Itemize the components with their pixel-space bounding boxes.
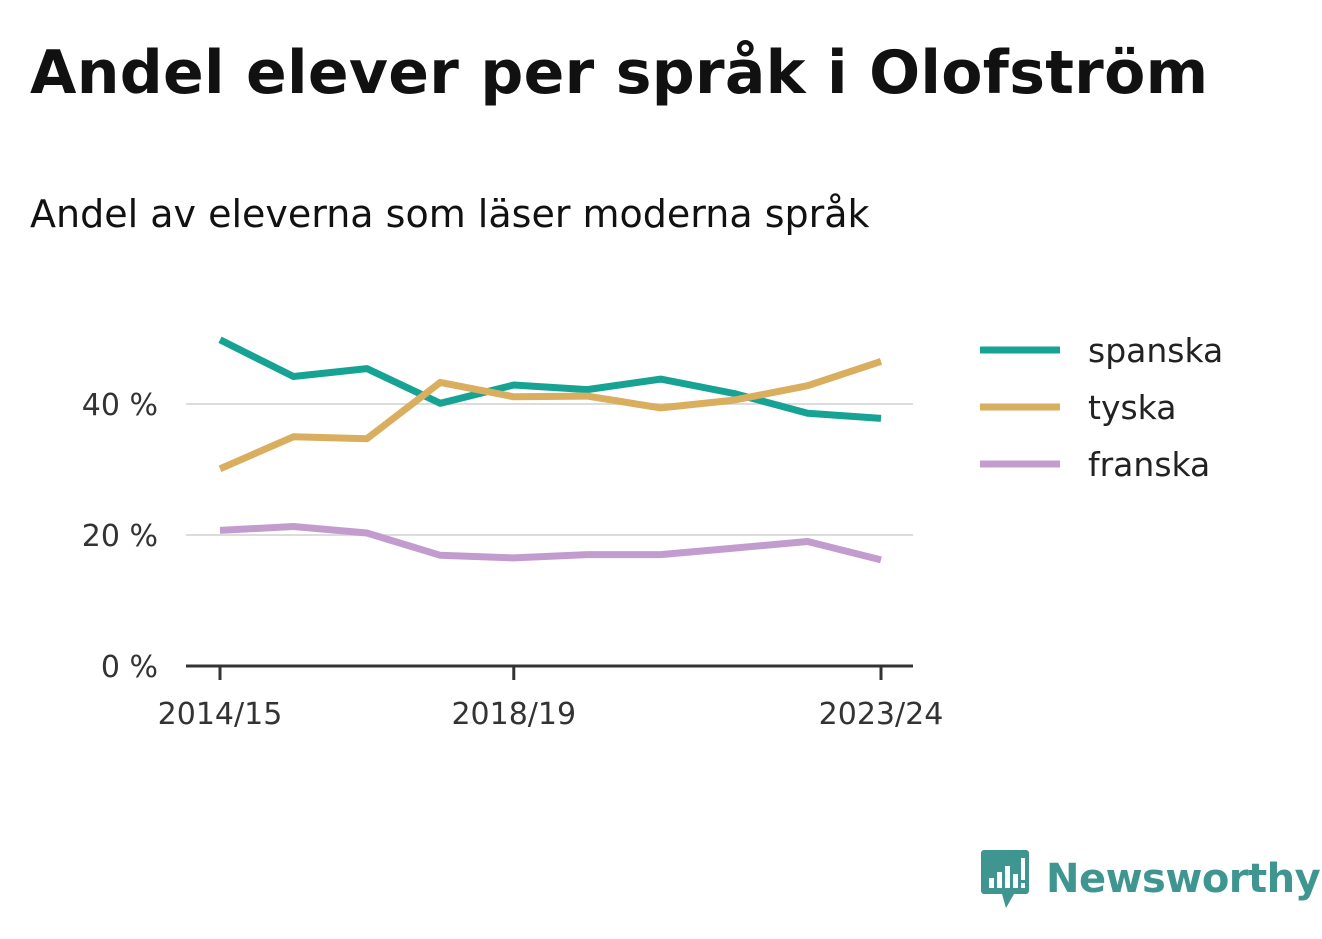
series-line-tyska bbox=[218, 358, 883, 473]
x-axis bbox=[186, 664, 913, 680]
series-line-franska bbox=[219, 523, 882, 564]
series-lines bbox=[218, 336, 883, 564]
newsworthy-logo-icon bbox=[981, 850, 1029, 908]
y-tick-label: 20 % bbox=[82, 519, 158, 554]
x-tick-label: 2014/15 bbox=[158, 697, 283, 732]
legend-label-spanska: spanska bbox=[1088, 331, 1223, 370]
y-tick-label: 40 % bbox=[82, 388, 158, 423]
legend-label-tyska: tyska bbox=[1088, 388, 1176, 427]
brand-logo: Newsworthy bbox=[980, 848, 1321, 910]
legend-label-franska: franska bbox=[1088, 445, 1210, 484]
legend: spanska tyska franska bbox=[980, 331, 1223, 484]
gridlines bbox=[186, 403, 913, 536]
x-tick-label: 2023/24 bbox=[819, 697, 944, 732]
chart-subtitle: Andel av eleverna som läser moderna språ… bbox=[30, 192, 870, 236]
brand-name: Newsworthy bbox=[1046, 856, 1321, 902]
x-axis-labels: 2014/15 2018/19 2023/24 bbox=[158, 697, 944, 732]
y-tick-label: 0 % bbox=[101, 650, 158, 685]
x-tick-label: 2018/19 bbox=[451, 697, 576, 732]
y-axis-labels: 0 % 20 % 40 % bbox=[82, 388, 158, 685]
chart-title: Andel elever per språk i Olofström bbox=[30, 38, 1209, 108]
series-line-spanska bbox=[218, 336, 882, 422]
